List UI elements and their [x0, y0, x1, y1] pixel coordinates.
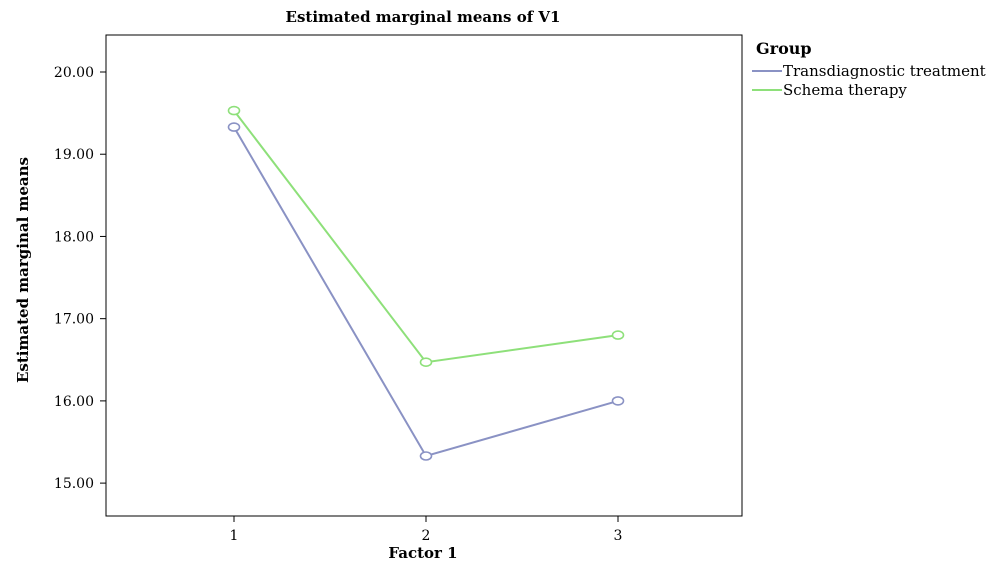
x-tick-label-0: 1 [230, 528, 239, 544]
series-layer [227, 105, 625, 461]
series-line-1 [233, 109, 619, 364]
y-axis-label: Estimated marginal means [14, 157, 32, 383]
y-tick-label-3: 18.00 [54, 229, 94, 245]
y-axis: 15.00 16.00 17.00 18.00 19.00 20.00 [54, 65, 106, 492]
y-tick-label-5: 20.00 [54, 65, 94, 81]
series-1-point-1 [419, 357, 433, 368]
chart-title: Estimated marginal means of V1 [286, 8, 561, 26]
series-0-point-1 [419, 451, 433, 461]
series-line-0 [233, 126, 619, 458]
legend-title: Group [756, 39, 812, 58]
legend-label-1: Schema therapy [783, 81, 907, 99]
series-0-point-2 [611, 396, 625, 406]
y-tick-label-2: 17.00 [54, 312, 94, 328]
x-tick-label-2: 3 [614, 528, 623, 544]
x-tick-label-1: 2 [422, 528, 431, 544]
series-1-point-2 [611, 330, 625, 340]
y-tick-label-1: 16.00 [54, 394, 94, 410]
series-0-point-0 [227, 122, 241, 132]
x-axis: 1 2 3 [230, 516, 623, 544]
series-1-point-0 [227, 105, 241, 116]
x-axis-label: Factor 1 [388, 544, 457, 562]
legend-label-0: Transdiagnostic treatment [783, 62, 986, 80]
plot-frame [105, 34, 743, 517]
y-tick-label-4: 19.00 [54, 147, 94, 163]
y-tick-label-0: 15.00 [54, 476, 94, 492]
